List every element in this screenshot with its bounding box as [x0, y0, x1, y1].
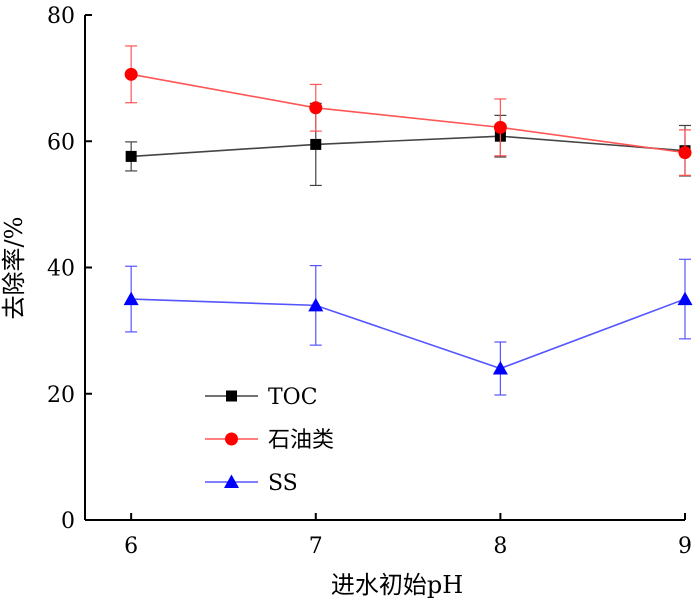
y-tick-label: 0	[61, 509, 75, 534]
data-point	[308, 297, 324, 312]
data-point	[492, 361, 508, 375]
data-point	[124, 67, 138, 81]
data-point	[677, 291, 693, 306]
series-square	[125, 102, 691, 187]
legend-item: TOC	[205, 385, 318, 410]
series-line	[131, 298, 686, 370]
x-tick-label: 8	[493, 534, 507, 559]
y-tick-label: 80	[47, 4, 75, 29]
legend-label: TOC	[268, 385, 318, 410]
series-line	[131, 135, 686, 158]
data-point	[125, 150, 137, 162]
y-tick-label: 60	[47, 130, 75, 155]
legend-item: SS	[205, 471, 298, 496]
series-line	[131, 73, 686, 154]
legend-marker	[225, 432, 238, 446]
legend-marker	[224, 474, 239, 488]
y-axis-label: 去除率/%	[0, 217, 28, 320]
series-triangle	[123, 258, 693, 396]
legend: TOC 石油类 SS	[205, 385, 334, 496]
legend-label: SS	[268, 471, 298, 496]
x-tick-label: 9	[678, 534, 692, 559]
series-layer	[123, 45, 693, 396]
x-tick-label: 7	[309, 534, 323, 559]
series-circle	[124, 45, 692, 176]
data-point	[678, 146, 692, 160]
axes: 0 20 40 60 80 6 7 8 9	[47, 4, 692, 559]
legend-marker	[226, 390, 237, 402]
legend-item: 石油类	[205, 428, 334, 453]
data-point	[493, 120, 507, 134]
legend-label: 石油类	[268, 428, 334, 453]
x-tick-label: 6	[124, 534, 138, 559]
data-point	[309, 101, 323, 115]
x-axis-label: 进水初始pH	[331, 571, 463, 599]
y-tick-label: 20	[47, 383, 75, 408]
data-point	[310, 138, 322, 150]
y-tick-label: 40	[47, 257, 75, 282]
data-point	[123, 291, 139, 306]
